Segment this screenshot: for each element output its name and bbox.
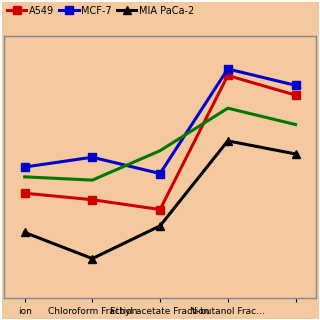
- Legend: A549, MCF-7, MIA PaCa-2: A549, MCF-7, MIA PaCa-2: [3, 2, 198, 20]
